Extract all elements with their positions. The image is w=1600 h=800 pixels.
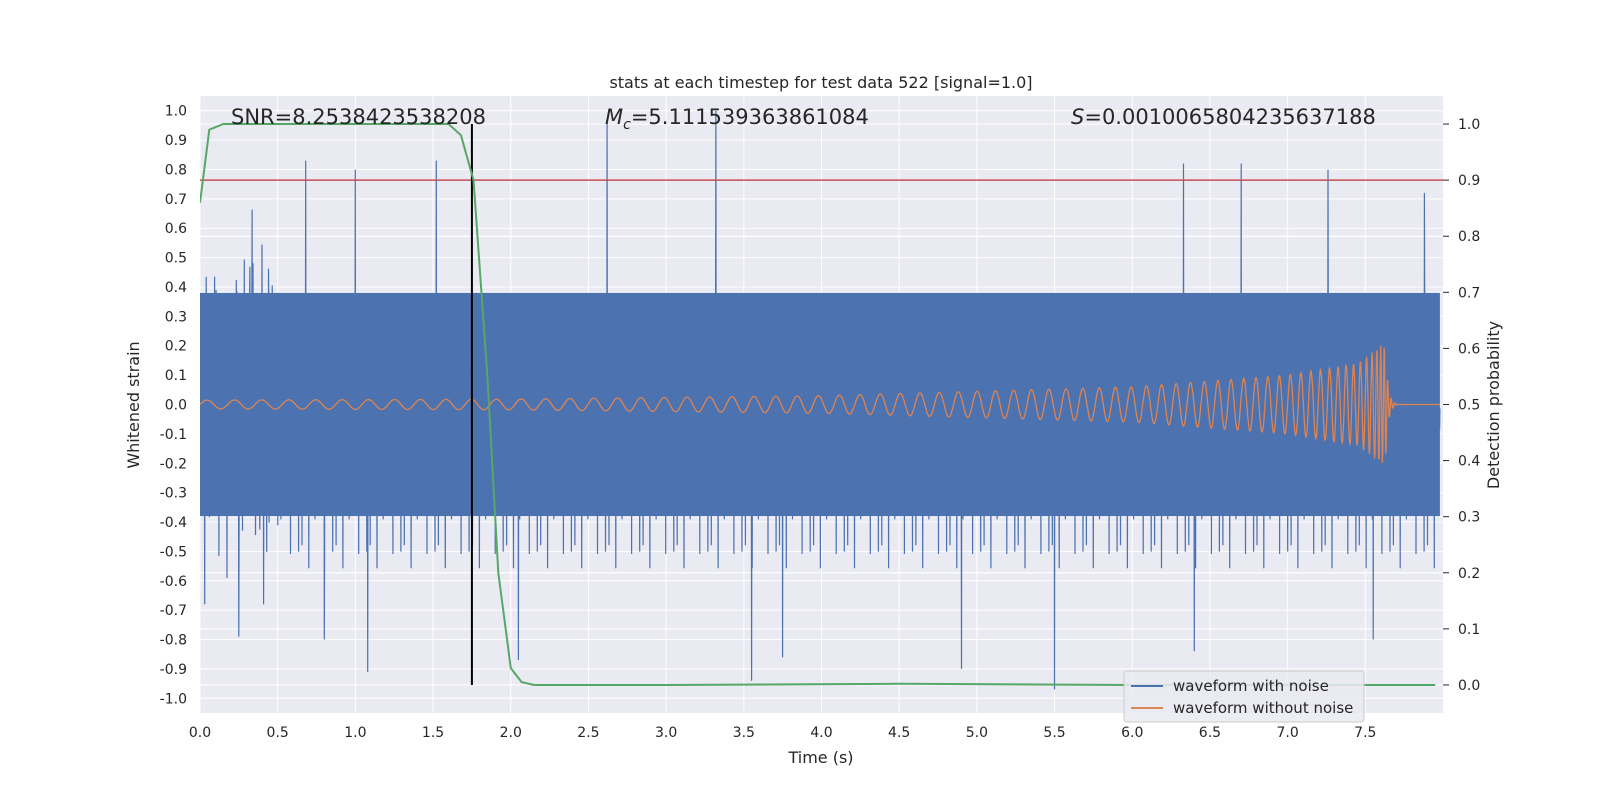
s-annotation: S=0.0010065804235637188 [1071,105,1376,129]
y-tick-label: 0.8 [165,162,187,178]
y2-tick-label: 0.7 [1458,285,1480,301]
y-tick-label: 0.2 [165,339,187,355]
x-tick-label: 4.0 [810,725,832,741]
y-axis-right: 1.0 0.9 0.8 0.7 0.6 0.5 0.4 0.3 0.2 0.1 0.0 [1443,117,1480,694]
y-tick-label: -0.5 [160,544,187,560]
y2-tick-label: 0.5 [1458,398,1480,414]
y2-tick-label: 0.8 [1458,229,1480,245]
x-tick-label: 1.0 [344,725,366,741]
series-layer [200,110,1443,690]
x-tick-label: 6.5 [1199,725,1221,741]
chirp-mass-annotation: Mc=5.111539363861084 [605,105,869,133]
y2-tick-label: 0.4 [1458,454,1480,470]
x-tick-label: 1.5 [422,725,444,741]
y-tick-label: -0.9 [160,662,187,678]
y-tick-label: 0.5 [165,251,187,267]
y-tick-label: -0.2 [160,456,187,472]
x-tick-label: 5.5 [1043,725,1065,741]
x-tick-label: 6.0 [1121,725,1143,741]
y2-tick-label: 0.2 [1458,566,1480,582]
y-tick-label: -0.7 [160,603,187,619]
y2-tick-label: 0.3 [1458,510,1480,526]
y-tick-label: 0.4 [165,280,187,296]
y-tick-label: 0.1 [165,368,187,384]
detection-probability-line [200,123,1436,686]
x-tick-label: 0.5 [267,725,289,741]
y-tick-label: -0.8 [160,633,187,649]
s-symbol: S [1071,105,1084,129]
x-axis: 0.0 0.5 1.0 1.5 2.0 2.5 3.0 3.5 4.0 4.5 5.0 5.5 6.0 6… [189,725,1377,741]
snr-annotation: SNR=8.2538423538208 [231,105,486,129]
chirp-mass-value: =5.111539363861084 [631,105,869,129]
y-tick-label: -0.3 [160,486,187,502]
y-tick-label: 0.7 [165,192,187,208]
y-tick-label: 0.9 [165,133,187,149]
y-tick-label: -0.6 [160,574,187,590]
x-tick-label: 2.5 [577,725,599,741]
chart-title: stats at each timestep for test data 522… [609,73,1032,92]
x-axis-label: Time (s) [787,748,853,767]
legend-box [1123,670,1365,723]
y2-tick-label: 0.9 [1458,173,1480,189]
legend: waveform with noise waveform without noi… [1123,670,1365,723]
y-tick-label: 1.0 [165,104,187,120]
legend-label-clean: waveform without noise [1173,699,1353,717]
y-tick-label: -0.4 [160,515,187,531]
y-tick-label: -1.0 [160,691,187,707]
legend-label-noise: waveform with noise [1173,677,1329,695]
chirp-mass-symbol: M [605,105,623,129]
x-tick-label: 2.0 [500,725,522,741]
y-tick-label: -0.1 [160,427,187,443]
s-value: =0.0010065804235637188 [1084,105,1376,129]
x-tick-label: 4.5 [888,725,910,741]
y-axis-left: 1.0 0.9 0.8 0.7 0.6 0.5 0.4 0.3 0.2 0.1 0.0 -0.1 -0.… [160,104,187,708]
y2-tick-label: 0.1 [1458,622,1480,638]
y-tick-label: 0.0 [165,398,187,414]
x-tick-label: 7.0 [1276,725,1298,741]
y-tick-label: 0.6 [165,221,187,237]
y2-tick-label: 0.0 [1458,678,1480,694]
x-tick-label: 3.5 [733,725,755,741]
clean-waveform-line [200,345,1440,463]
x-tick-label: 0.0 [189,725,211,741]
x-tick-label: 7.5 [1354,725,1376,741]
chirp-mass-subscript: c [623,117,631,133]
y-axis-label: Whitened strain [124,341,143,468]
y-tick-label: 0.3 [165,309,187,325]
x-tick-label: 5.0 [966,725,988,741]
y2-axis-label: Detection probability [1484,321,1503,489]
x-tick-label: 3.0 [655,725,677,741]
y2-tick-label: 0.6 [1458,341,1480,357]
y2-tick-label: 1.0 [1458,117,1480,133]
